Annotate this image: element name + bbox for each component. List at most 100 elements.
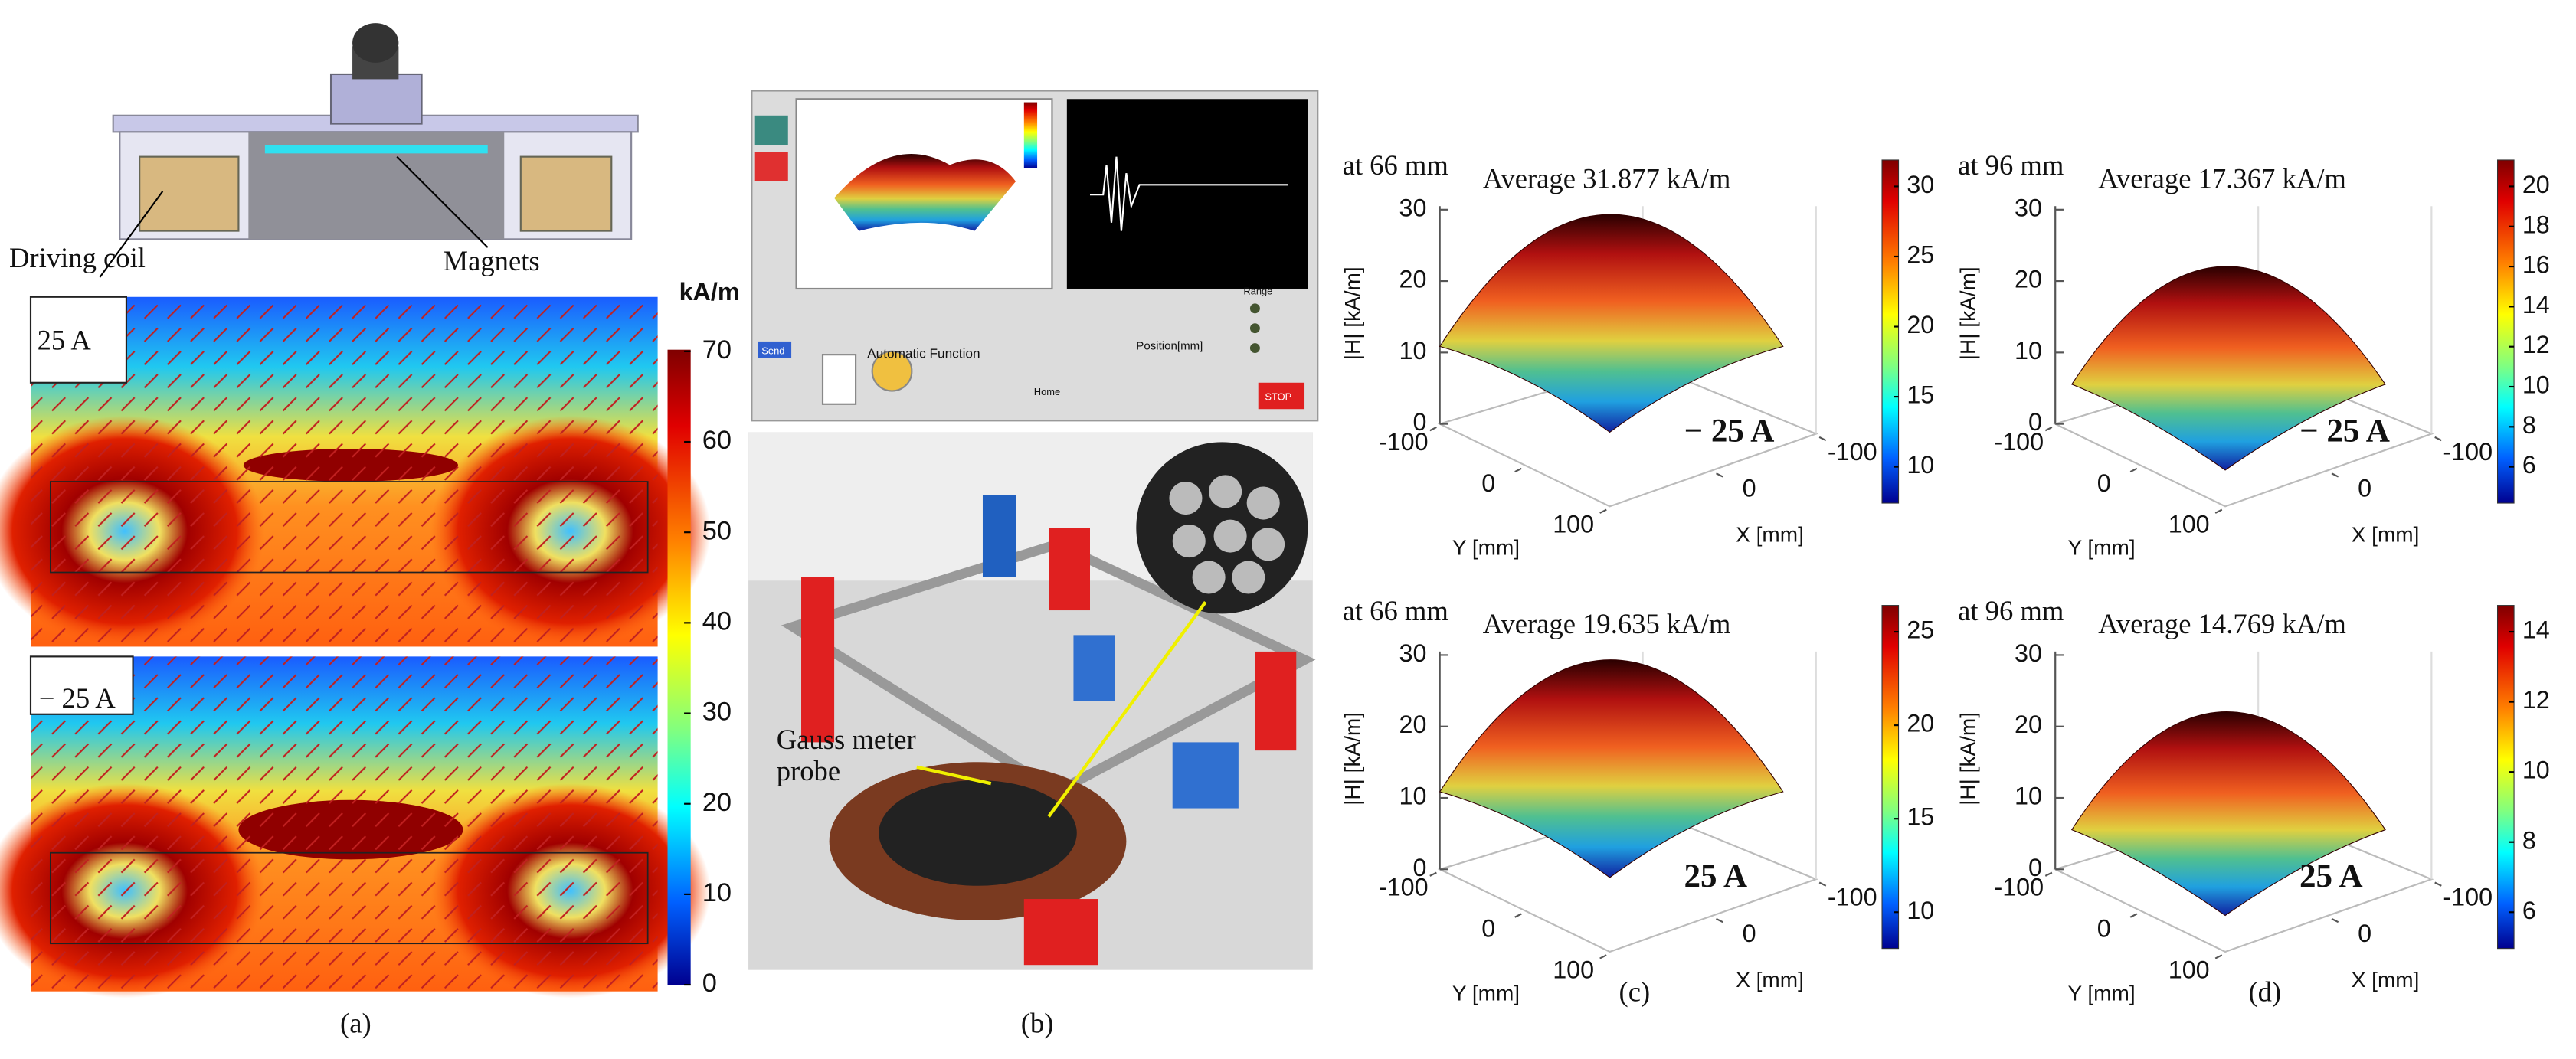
colorbar <box>1881 605 1900 950</box>
software-screenshot <box>751 90 1319 422</box>
x-tick-label: 0 <box>1743 474 1756 502</box>
y-tick <box>1514 467 1522 473</box>
caption: (b) <box>1021 1007 1054 1038</box>
z-axis-label: |H| [kA/m] <box>1956 712 1980 806</box>
colorbar-tick-label: 14 <box>2522 291 2550 319</box>
current-label: − 25 A <box>1684 413 1775 449</box>
y-tick-label: -100 <box>1379 874 1429 901</box>
ui-label: Automatic Function <box>867 346 980 361</box>
x-tick <box>1716 472 1723 478</box>
colorbar <box>1881 159 1900 504</box>
y-axis-label: Y [mm] <box>1452 536 1520 560</box>
label-box <box>29 296 128 384</box>
ui-label: Range <box>1243 286 1272 297</box>
x-tick <box>1818 436 1827 442</box>
z-tick-label: 0 <box>1412 408 1426 436</box>
y-tick-label: -100 <box>1994 428 2044 456</box>
distance-label: at 96 mm <box>1958 595 2064 626</box>
y-tick <box>1429 426 1437 432</box>
y-tick-label: -100 <box>1994 874 2044 901</box>
x-tick-label: -100 <box>2443 884 2493 911</box>
colorbar-tick-label: 8 <box>2522 826 2536 854</box>
y-tick-label: 100 <box>1553 511 1594 538</box>
x-tick-label: 0 <box>2358 474 2371 502</box>
z-axis-label: |H| [kA/m] <box>1340 266 1364 360</box>
field-label: 25 A <box>37 326 91 357</box>
z-axis-label: |H| [kA/m] <box>1340 712 1364 806</box>
z-tick-label: 10 <box>1399 337 1427 364</box>
colorbar-tick-label: 18 <box>2522 211 2550 238</box>
colorbar-tick-label: 20 <box>1907 311 1934 338</box>
coil-label: Driving coil <box>9 242 146 273</box>
x-axis-label: X [mm] <box>2352 523 2420 547</box>
z-tick-label: 10 <box>1399 783 1427 810</box>
y-tick-label: 100 <box>2168 956 2210 983</box>
x-tick <box>2331 472 2339 478</box>
y-axis-label: Y [mm] <box>2067 981 2135 1005</box>
x-axis-label: X [mm] <box>2352 968 2420 992</box>
average-label: Average 19.635 kA/m <box>1483 608 1731 639</box>
colorbar-tick-label: 20 <box>702 788 732 817</box>
colorbar-tick-label: 70 <box>702 335 732 364</box>
surface <box>2070 266 2386 471</box>
y-tick <box>2044 426 2053 432</box>
z-tick-label: 20 <box>2015 711 2042 738</box>
y-tick-label: 100 <box>2168 511 2210 538</box>
x-tick <box>1716 917 1723 923</box>
z-tick-label: 30 <box>2015 639 2042 667</box>
ui-label: Position[mm] <box>1136 339 1203 352</box>
average-label: Average 31.877 kA/m <box>1483 162 1731 194</box>
field-map <box>0 656 711 999</box>
colorbar <box>2496 605 2515 950</box>
y-axis-label: Y [mm] <box>1452 981 1520 1005</box>
x-tick-label: 0 <box>2358 920 2371 947</box>
field-map <box>0 296 711 647</box>
colorbar-tick-label: 10 <box>1907 897 1934 924</box>
colorbar-tick-label: 20 <box>1907 710 1934 737</box>
current-label: − 25 A <box>2299 413 2390 449</box>
y-tick-label: 0 <box>2097 915 2111 943</box>
y-tick <box>2214 954 2223 959</box>
x-tick <box>2434 881 2442 887</box>
ui-button[interactable]: Send <box>761 345 784 356</box>
current-label: 25 A <box>2299 858 2363 894</box>
ui-button[interactable]: Home <box>1034 386 1060 397</box>
colorbar-tick-label: 15 <box>1907 803 1934 831</box>
pointer <box>396 155 489 248</box>
field-label-text: 25 A <box>37 326 91 357</box>
x-tick <box>2434 436 2442 442</box>
y-tick-label: 0 <box>1481 469 1495 497</box>
z-tick-label: 30 <box>2015 194 2042 221</box>
caption: (a) <box>340 1007 372 1038</box>
z-tick-label: 0 <box>1412 854 1426 881</box>
x-tick-label: -100 <box>1828 438 1877 466</box>
z-tick-label: 30 <box>1399 194 1427 221</box>
y-tick <box>2214 508 2223 514</box>
ui-button[interactable]: STOP <box>1265 391 1291 403</box>
surface <box>1439 214 1784 433</box>
colorbar-tick-label: 15 <box>1907 381 1934 409</box>
colorbar-tick-label: 14 <box>2522 616 2550 644</box>
y-tick-label: 0 <box>2097 469 2111 497</box>
average-label: Average 17.367 kA/m <box>2098 162 2346 194</box>
z-tick-label: 10 <box>2015 337 2042 364</box>
colorbar-ticks: 70 60 50 40 30 20 10 0 <box>684 335 732 998</box>
z-tick-label: 10 <box>2015 783 2042 810</box>
z-tick-label: 30 <box>1399 639 1427 667</box>
caption: (c) <box>1619 976 1651 1007</box>
probe-label-text: Gauss meter probe <box>776 725 916 786</box>
surface <box>2070 711 2386 917</box>
average-label: Average 14.769 kA/m <box>2098 608 2346 639</box>
y-tick-label: 0 <box>1481 915 1495 943</box>
y-tick-label: -100 <box>1379 428 1429 456</box>
z-tick-label: 20 <box>2015 266 2042 293</box>
photo <box>748 432 1316 970</box>
colorbar-tick-label: 50 <box>702 516 732 545</box>
surface <box>1439 659 1784 878</box>
y-tick <box>1429 871 1437 877</box>
caption: (d) <box>2248 976 2281 1007</box>
